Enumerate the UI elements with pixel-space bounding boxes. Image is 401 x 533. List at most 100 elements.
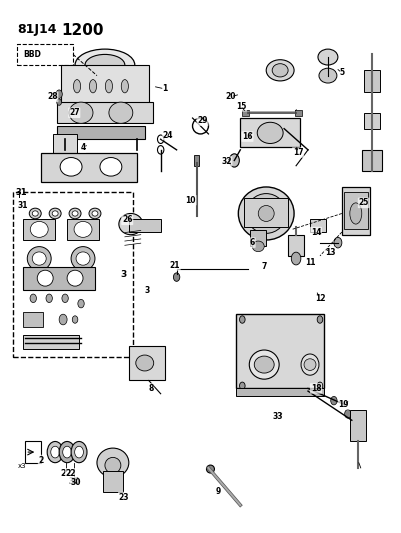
Text: 17: 17 <box>293 148 304 157</box>
Ellipse shape <box>49 208 61 219</box>
Bar <box>57 102 153 123</box>
Text: 22: 22 <box>66 469 76 478</box>
Ellipse shape <box>266 60 294 81</box>
Text: BBD: BBD <box>23 50 41 59</box>
Text: 8: 8 <box>148 384 154 393</box>
Ellipse shape <box>100 158 122 176</box>
Text: 22: 22 <box>60 469 72 478</box>
Text: 28: 28 <box>47 92 58 101</box>
Ellipse shape <box>257 122 283 143</box>
Bar <box>23 312 43 327</box>
Bar <box>364 70 380 92</box>
Bar <box>295 110 302 116</box>
Bar <box>242 110 249 116</box>
Circle shape <box>46 294 53 303</box>
Ellipse shape <box>301 354 319 375</box>
Ellipse shape <box>258 206 274 221</box>
Text: 13: 13 <box>325 248 335 257</box>
Text: 9: 9 <box>216 487 221 496</box>
Bar <box>250 230 266 246</box>
Bar <box>67 219 99 240</box>
Text: 18: 18 <box>311 384 321 393</box>
Ellipse shape <box>75 49 135 81</box>
Ellipse shape <box>74 221 92 237</box>
Circle shape <box>78 300 84 308</box>
Circle shape <box>57 99 61 106</box>
Ellipse shape <box>30 221 48 237</box>
Ellipse shape <box>246 193 286 233</box>
Text: 10: 10 <box>185 196 196 205</box>
Bar <box>344 192 368 229</box>
Circle shape <box>72 316 78 323</box>
Ellipse shape <box>249 350 279 379</box>
Ellipse shape <box>254 356 274 373</box>
Ellipse shape <box>121 79 128 93</box>
Ellipse shape <box>73 79 81 93</box>
Ellipse shape <box>238 187 294 240</box>
Text: 29: 29 <box>197 116 208 125</box>
Circle shape <box>334 237 342 248</box>
Text: 33: 33 <box>273 411 284 421</box>
Bar <box>129 346 165 381</box>
Ellipse shape <box>71 247 95 270</box>
Ellipse shape <box>207 465 215 473</box>
Bar <box>364 113 380 128</box>
Circle shape <box>158 146 164 154</box>
Ellipse shape <box>105 79 113 93</box>
Ellipse shape <box>272 63 288 77</box>
Circle shape <box>239 382 245 390</box>
Bar <box>17 44 73 65</box>
Ellipse shape <box>97 448 129 477</box>
Ellipse shape <box>76 252 90 265</box>
Text: 11: 11 <box>305 258 315 266</box>
Circle shape <box>158 135 164 143</box>
Text: 20: 20 <box>225 92 236 101</box>
Text: 2: 2 <box>38 456 44 465</box>
Text: 25: 25 <box>358 198 369 207</box>
Text: 32: 32 <box>221 157 232 166</box>
Text: 27: 27 <box>69 108 79 117</box>
Text: 15: 15 <box>236 102 246 111</box>
Ellipse shape <box>52 211 58 216</box>
Text: 19: 19 <box>338 400 349 409</box>
Ellipse shape <box>63 446 71 458</box>
Ellipse shape <box>27 247 51 270</box>
Bar <box>362 150 382 171</box>
Ellipse shape <box>304 359 316 370</box>
Circle shape <box>173 273 180 281</box>
Ellipse shape <box>67 270 83 286</box>
Circle shape <box>291 252 301 265</box>
Ellipse shape <box>59 441 75 463</box>
Circle shape <box>239 316 245 323</box>
Ellipse shape <box>85 54 125 76</box>
Text: 16: 16 <box>242 132 253 141</box>
Ellipse shape <box>75 446 83 458</box>
Circle shape <box>59 314 67 325</box>
Text: 4: 4 <box>80 143 86 152</box>
Bar <box>23 219 55 240</box>
Bar <box>244 198 288 227</box>
Ellipse shape <box>109 102 133 123</box>
Bar <box>236 314 324 389</box>
Bar <box>310 219 326 232</box>
Text: x3: x3 <box>17 463 26 469</box>
Bar <box>129 219 161 232</box>
Text: 7: 7 <box>261 262 267 271</box>
Text: 6: 6 <box>250 238 255 247</box>
Circle shape <box>30 294 36 303</box>
Ellipse shape <box>89 79 97 93</box>
Text: 23: 23 <box>119 492 129 502</box>
Circle shape <box>251 124 261 136</box>
Text: 14: 14 <box>311 228 321 237</box>
Bar <box>41 152 137 182</box>
Bar <box>240 118 300 147</box>
Text: 12: 12 <box>315 294 325 303</box>
Ellipse shape <box>69 208 81 219</box>
Text: 5: 5 <box>339 68 344 77</box>
Bar <box>13 192 133 357</box>
Bar <box>236 389 324 397</box>
Bar <box>57 126 145 139</box>
Bar <box>342 187 370 235</box>
Ellipse shape <box>319 68 337 83</box>
Text: 24: 24 <box>162 131 173 140</box>
